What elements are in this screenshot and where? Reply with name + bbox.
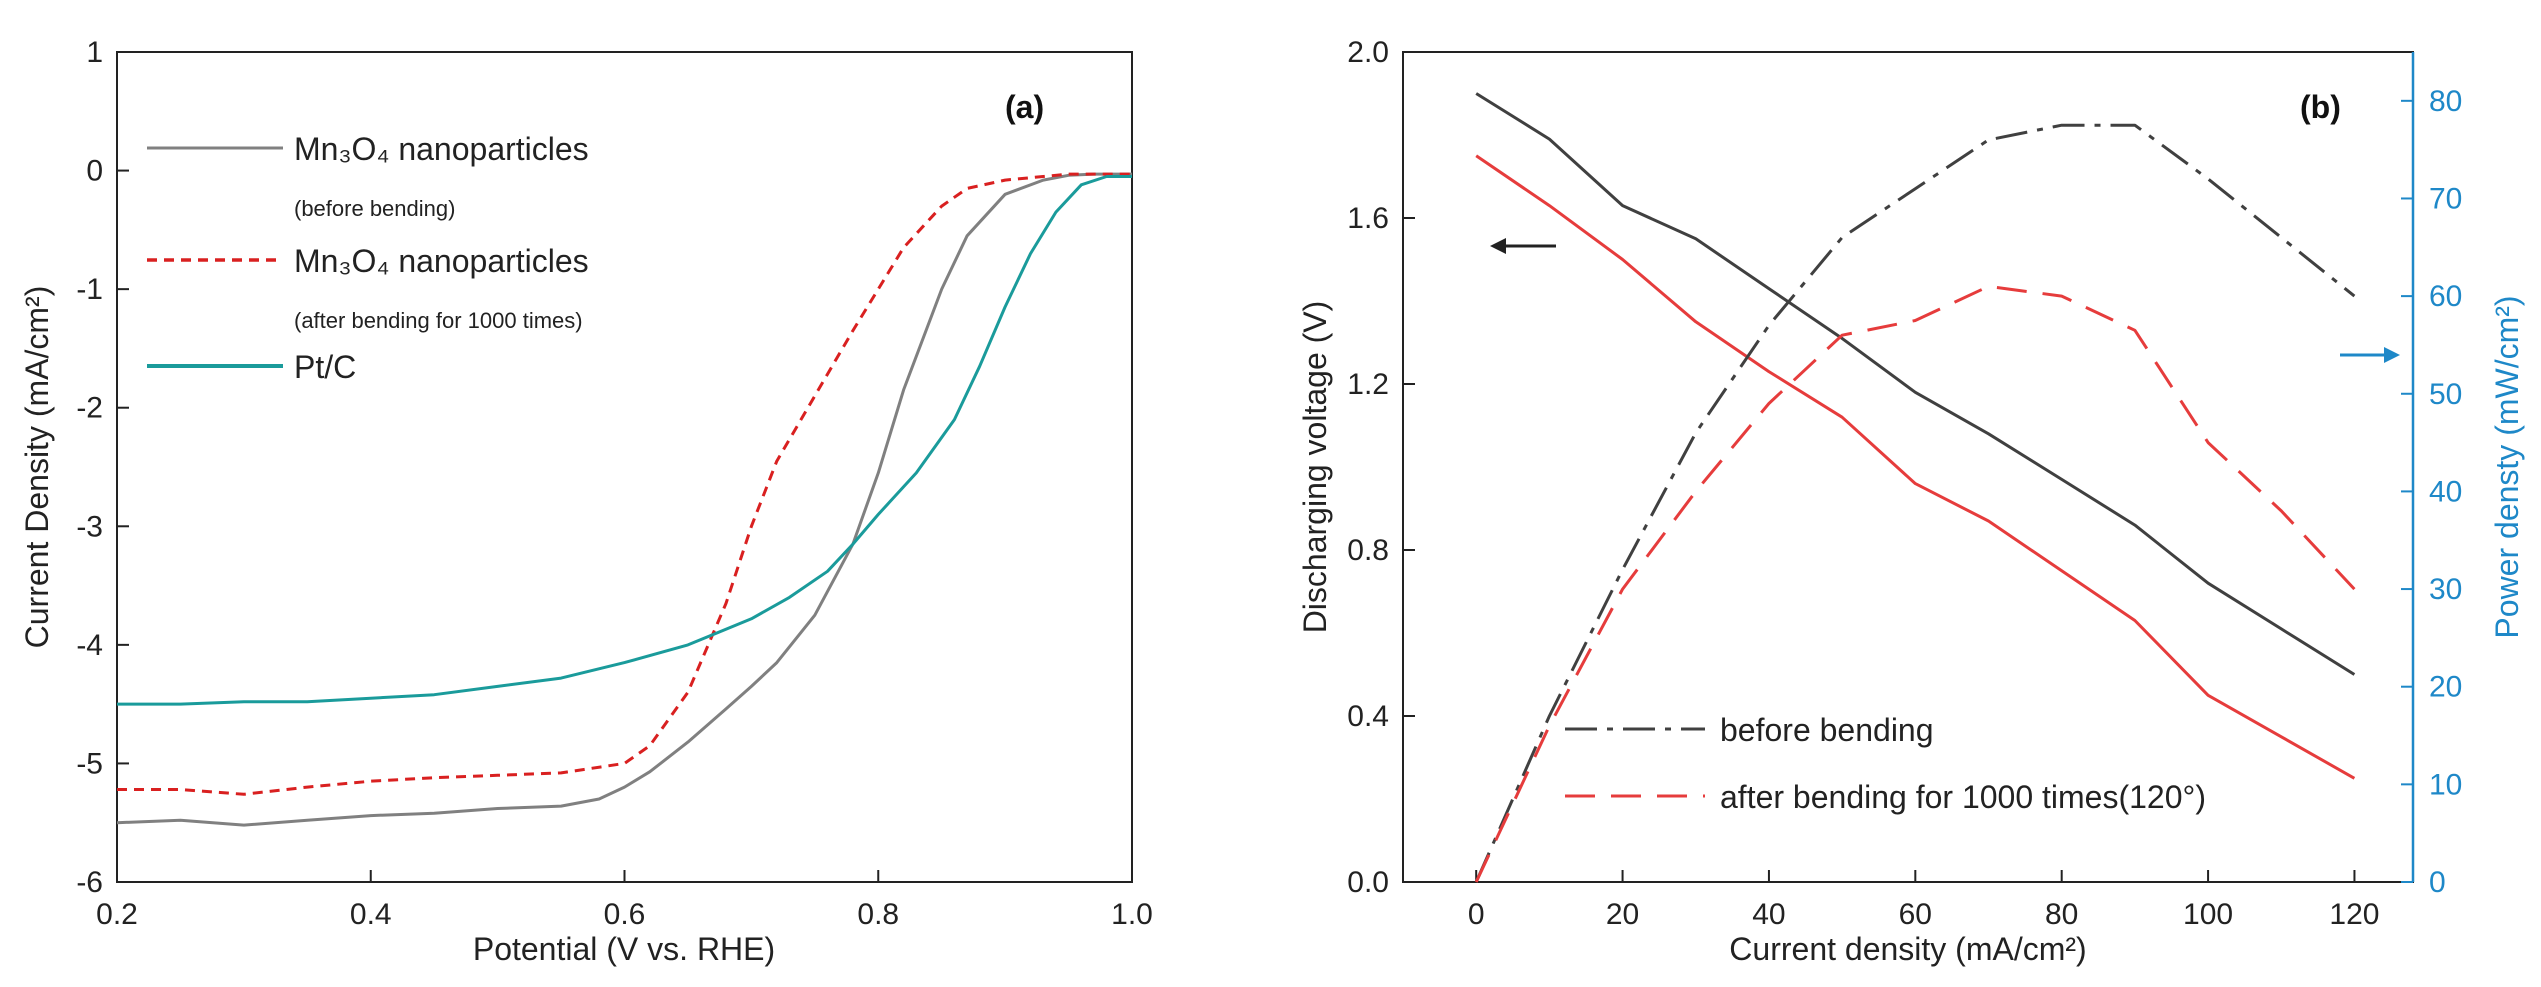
y-tick-label: 0 [86,155,103,188]
panel-a-y-axis-label: Current Density (mA/cm²) [19,286,55,649]
panel-a-frame [116,51,1133,883]
y2-tick-label: 70 [2429,182,2462,215]
x-tick-label: 0.4 [350,898,392,931]
panel-a-series [116,172,1132,827]
y-tick-label: -6 [76,866,103,899]
x-tick-label: 0.8 [857,898,899,931]
y-tick-label: 1.2 [1347,368,1389,401]
series-line-1-2 [1474,123,2356,883]
y2-tick-label: 10 [2429,768,2462,801]
left-axis-arrow [1490,238,1556,254]
panel-a: 0.2 0.4 0.6 0.8 1.0 1 0 -1 -2 -3 -4 -5 -6 (a) Potent… [19,36,1153,967]
panel-b-y2-axis-label: Power densty (mW/cm²) [2489,295,2525,638]
panel-a-x-axis-label: Potential (V vs. RHE) [473,931,775,967]
panel-b-y-axis-label: Discharging voltage (V) [1297,301,1333,634]
x-tick-label: 40 [1752,898,1785,931]
legend-label-before-bending-b: before bending [1720,712,1934,748]
panel-b-ticks: 0 20 40 60 80 100 120 0.0 0.4 0.8 1.2 1.6 2.0 0 10 20 30… [1347,36,2462,931]
y2-tick-label: 20 [2429,671,2462,704]
x-tick-label: 20 [1606,898,1639,931]
legend-label-pt-c: Pt/C [294,349,356,385]
panel-a-ticks: 0.2 0.4 0.6 0.8 1.0 1 0 -1 -2 -3 -4 -5 -6 [76,36,1153,931]
legend-label-before-bending: Mn₃O₄ nanoparticles [294,131,589,167]
y2-tick-label: 0 [2429,866,2446,899]
legend-sublabel-after-bending: (after bending for 1000 times) [294,308,583,333]
panel-a-label: (a) [1005,89,1044,125]
panel-b-frame [1402,51,2414,883]
y-tick-label: -3 [76,510,103,543]
y-tick-label: 1.6 [1347,202,1389,235]
panel-b: 0 20 40 60 80 100 120 0.0 0.4 0.8 1.2 1.6 2.0 0 10 20 30… [1297,36,2525,967]
x-tick-label: 100 [2183,898,2233,931]
panel-b-legend: before bending after bending for 1000 ti… [1565,712,2206,815]
y-tick-label: -1 [76,273,103,306]
panel-b-label: (b) [2300,89,2341,125]
y2-tick-label: 80 [2429,85,2462,118]
x-tick-label: 80 [2045,898,2078,931]
y-tick-label: 2.0 [1347,36,1389,69]
right-axis-arrow [2340,347,2400,363]
y2-tick-label: 40 [2429,475,2462,508]
series-line-1-0 [1475,92,2356,676]
series-line-0-2 [117,175,1132,706]
panel-b-x-axis-label: Current density (mA/cm²) [1729,931,2086,967]
y-tick-label: 0.4 [1347,700,1389,733]
y-tick-label: -4 [76,629,103,662]
y2-tick-label: 30 [2429,573,2462,606]
x-tick-label: 1.0 [1111,898,1153,931]
x-tick-label: 60 [1899,898,1932,931]
panel-a-legend: Mn₃O₄ nanoparticles (before bending) Mn₃… [147,131,589,385]
x-tick-label: 120 [2329,898,2379,931]
legend-sublabel-before-bending: (before bending) [294,196,455,221]
panel-b-series [1474,92,2356,883]
legend-label-after-bending: Mn₃O₄ nanoparticles [294,243,589,279]
x-tick-label: 0.6 [604,898,646,931]
x-tick-label: 0.2 [96,898,138,931]
y-tick-label: -5 [76,747,103,780]
legend-label-after-bending-b: after bending for 1000 times(120°) [1720,779,2206,815]
y-tick-label: 1 [86,36,103,69]
series-line-1-3 [1474,284,2356,883]
series-line-0-1 [117,172,1132,796]
y-tick-label: -2 [76,392,103,425]
series-line-1-1 [1475,154,2356,780]
y2-tick-label: 60 [2429,280,2462,313]
y-tick-label: 0.8 [1347,534,1389,567]
series-line-0-0 [116,172,1132,827]
y2-tick-label: 50 [2429,378,2462,411]
y-tick-label: 0.0 [1347,866,1389,899]
x-tick-label: 0 [1468,898,1485,931]
